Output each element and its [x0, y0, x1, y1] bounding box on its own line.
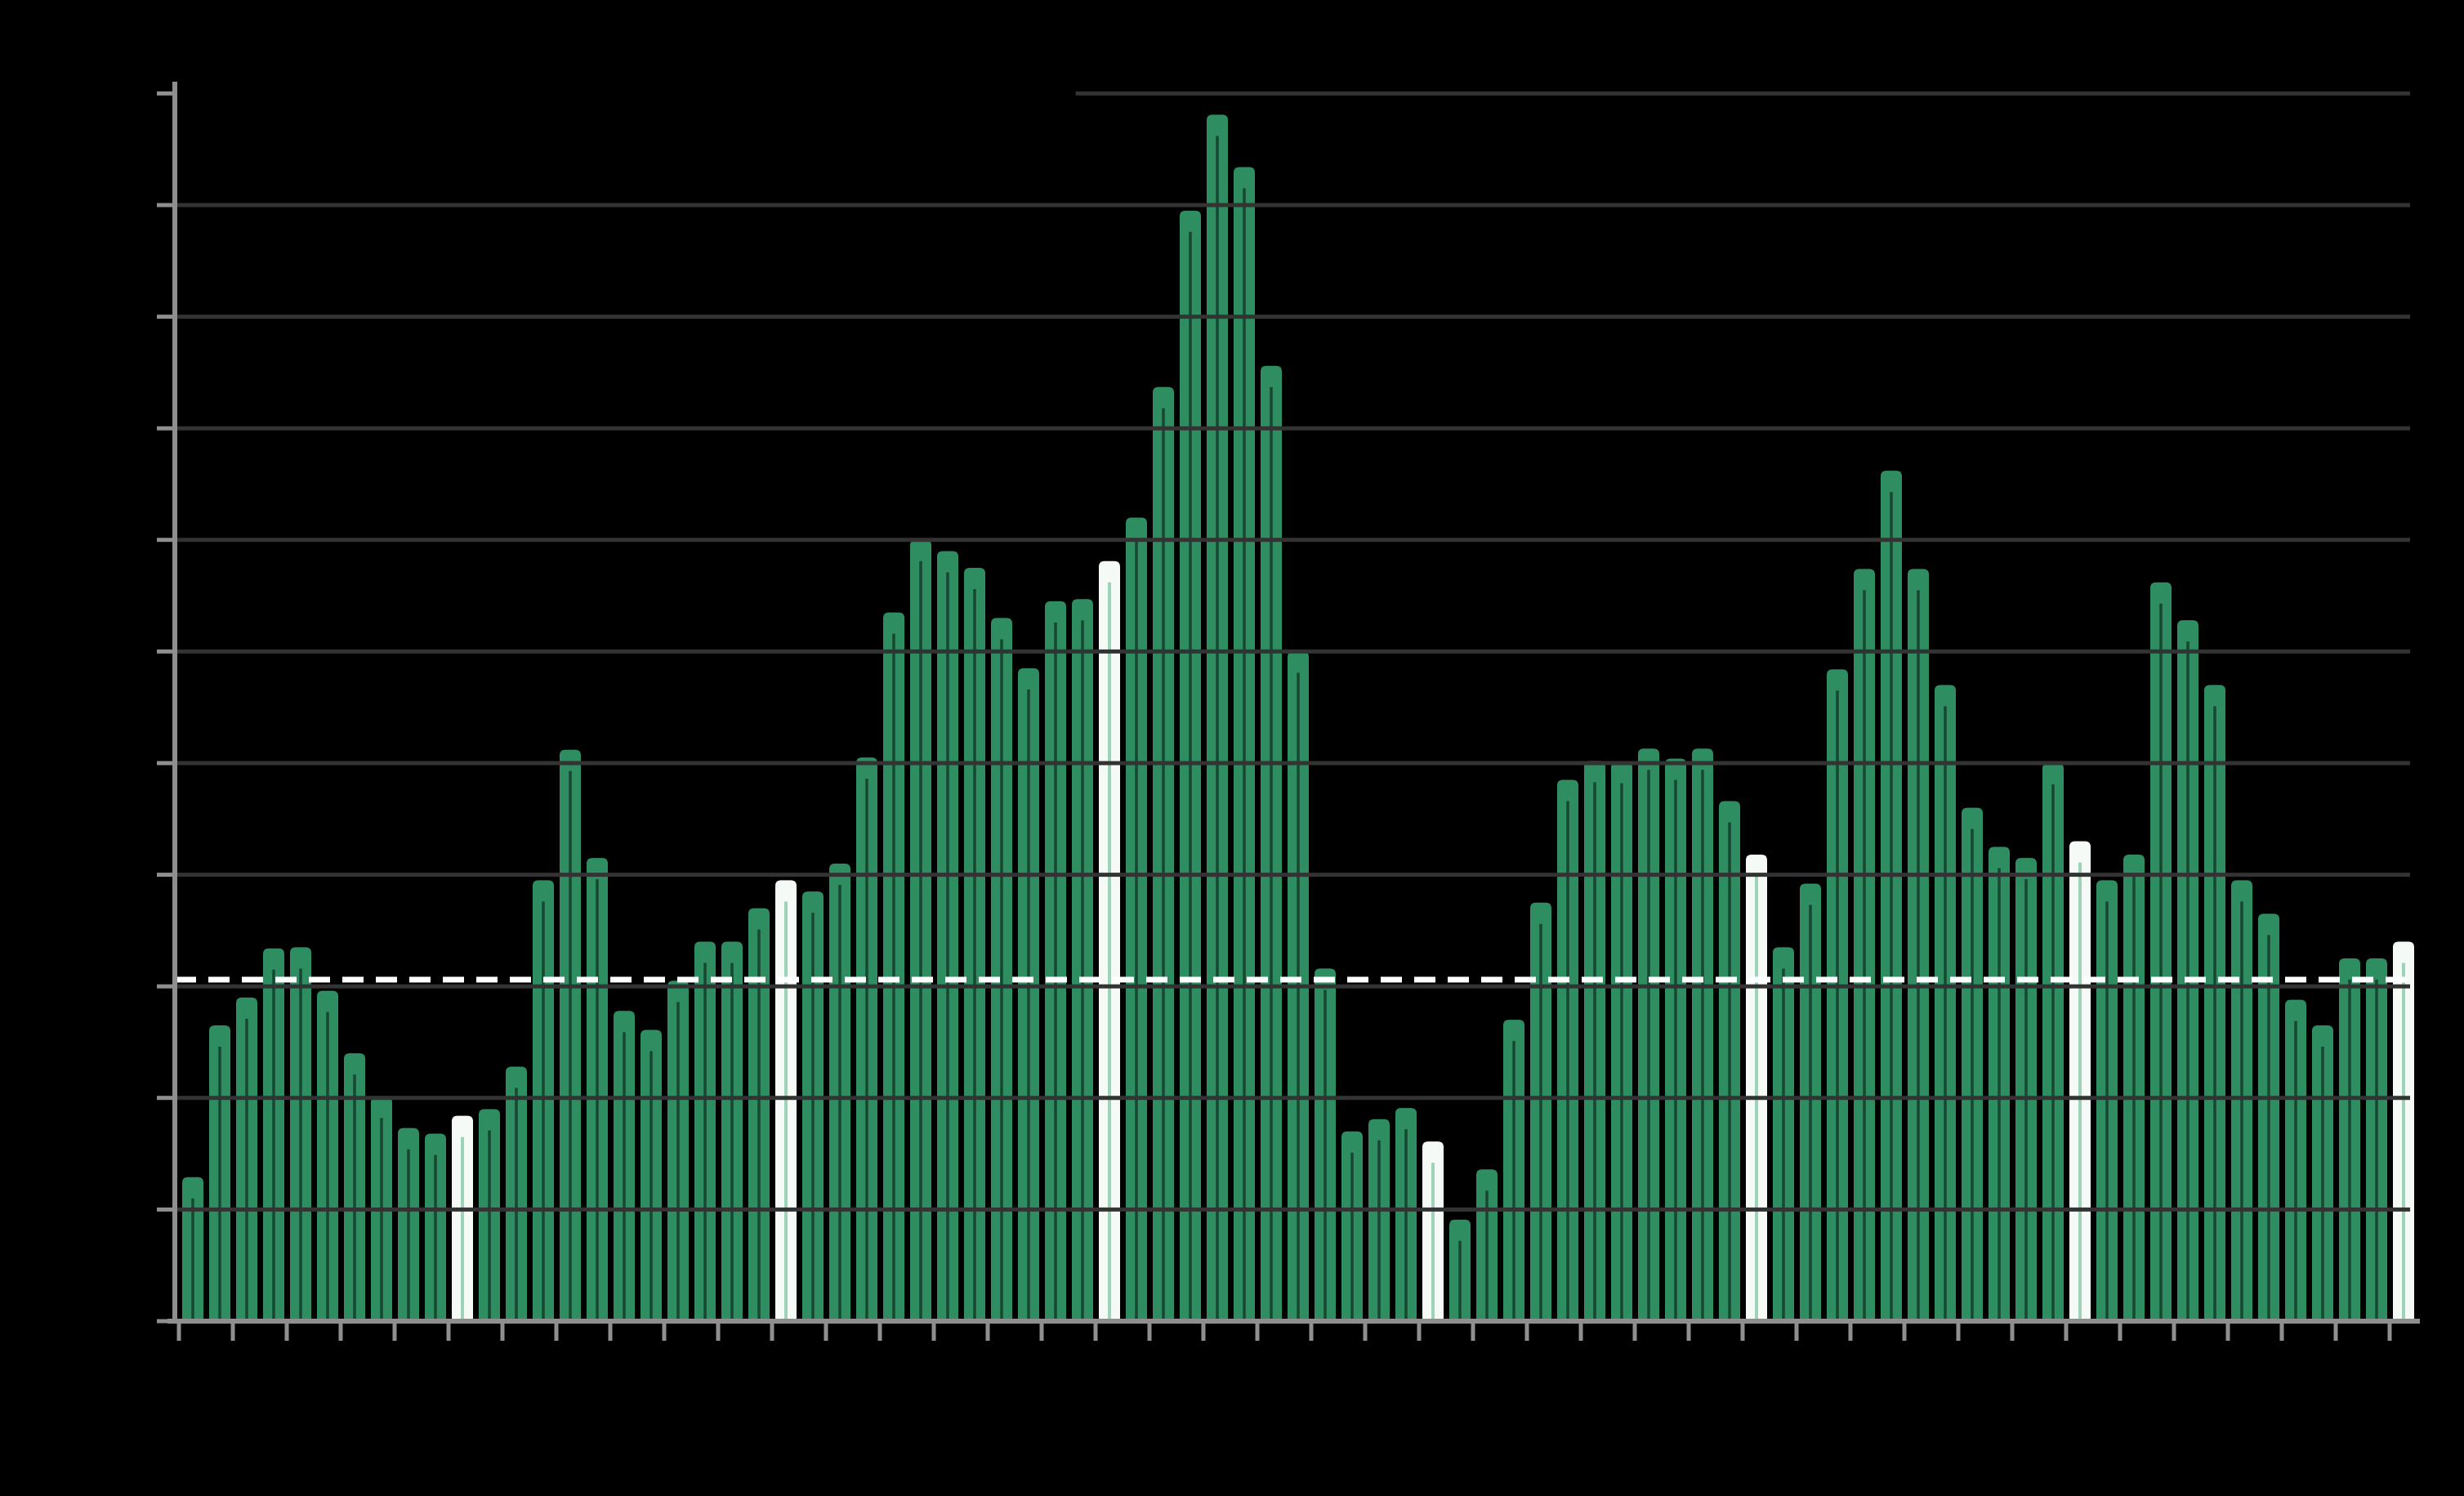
bar-stems-group: [191, 136, 2405, 1320]
axes-group: [157, 82, 2420, 1341]
gridlines-group: [175, 91, 2410, 1212]
